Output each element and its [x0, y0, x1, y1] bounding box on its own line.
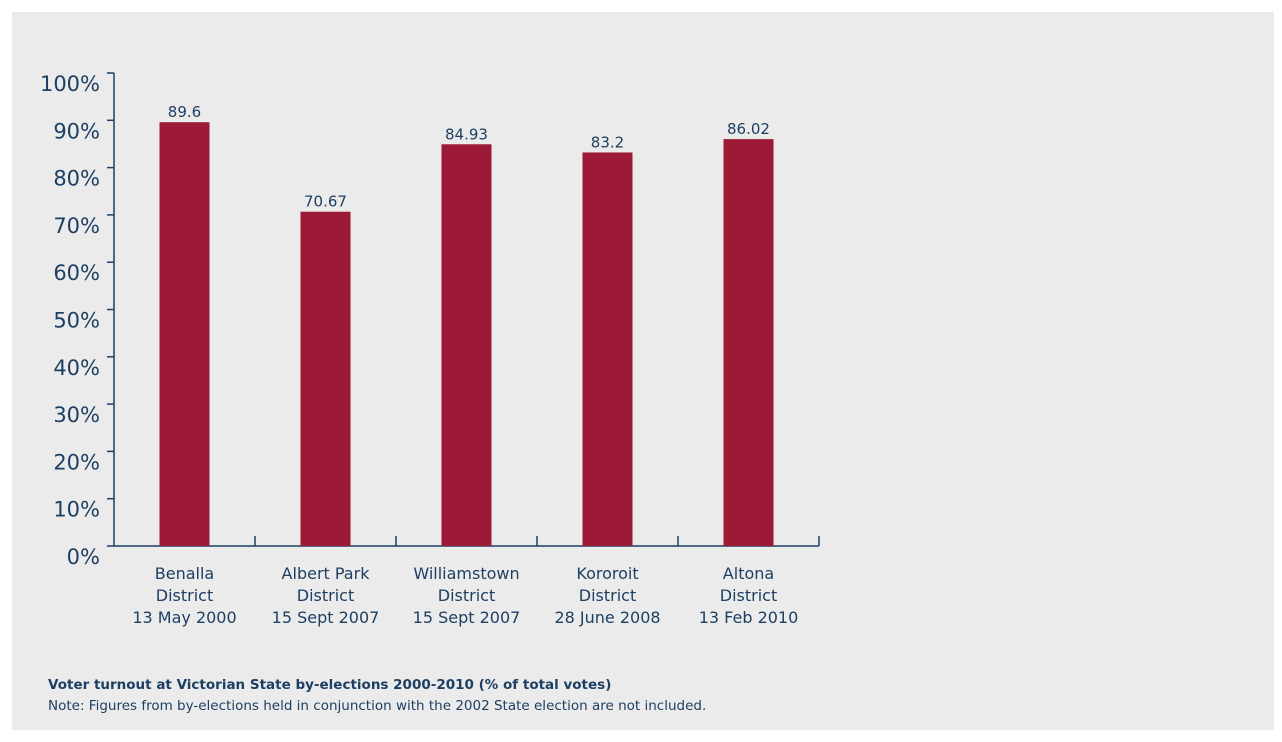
bar [300, 211, 351, 546]
x-category-label: 28 June 2008 [554, 608, 660, 627]
data-label: 83.2 [591, 133, 624, 151]
x-category-label: Altona [723, 564, 774, 583]
x-category-label: Kororoit [576, 564, 638, 583]
y-tick-label: 30% [53, 403, 100, 427]
y-tick-label: 0% [67, 545, 100, 569]
bar [723, 139, 774, 546]
data-label: 89.6 [168, 103, 201, 121]
x-category-label: District [156, 586, 213, 605]
y-axis: 0% 10% 20% 30% 40% 50% 60% 70% 80% 90% 100% [40, 72, 115, 569]
bar [159, 122, 210, 546]
bar [582, 152, 633, 547]
x-category-label: 15 Sept 2007 [272, 608, 380, 627]
bar [441, 144, 492, 546]
x-category-label: Williamstown [413, 564, 519, 583]
data-label: 84.93 [445, 125, 488, 143]
x-category-label: District [438, 586, 495, 605]
chart-caption: Voter turnout at Victorian State by-elec… [48, 677, 706, 714]
bars [159, 122, 774, 547]
x-category-label: District [579, 586, 636, 605]
y-tick-label: 50% [53, 309, 100, 333]
y-tick-label: 80% [53, 167, 100, 191]
bar-chart: 0% 10% 20% 30% 40% 50% 60% 70% 80% 90% 100% Benall… [40, 72, 820, 627]
x-axis: Benalla District 13 May 2000 Albert Park Dis… [114, 536, 820, 627]
y-tick-label: 10% [53, 498, 100, 522]
chart-caption-title: Voter turnout at Victorian State by-elec… [48, 677, 612, 693]
chart-panel: 0% 10% 20% 30% 40% 50% 60% 70% 80% 90% 100% Benall… [12, 12, 1274, 730]
y-tick-label: 70% [53, 214, 100, 238]
y-tick-label: 40% [53, 356, 100, 380]
x-category-label: 15 Sept 2007 [413, 608, 521, 627]
data-label: 86.02 [727, 120, 770, 138]
y-tick-label: 100% [40, 72, 100, 96]
x-category-label: Albert Park [282, 564, 371, 583]
x-category-label: District [720, 586, 777, 605]
data-labels: 89.6 70.67 84.93 83.2 86.02 [168, 103, 770, 211]
x-category-label: 13 May 2000 [132, 608, 236, 627]
data-label: 70.67 [304, 193, 347, 211]
x-category-label: 13 Feb 2010 [699, 608, 799, 627]
y-tick-label: 60% [53, 261, 100, 285]
y-tick-label: 90% [53, 119, 100, 143]
x-category-label: District [297, 586, 354, 605]
y-tick-label: 20% [53, 450, 100, 474]
x-category-label: Benalla [155, 564, 214, 583]
chart-caption-note: Note: Figures from by-elections held in … [48, 698, 707, 714]
